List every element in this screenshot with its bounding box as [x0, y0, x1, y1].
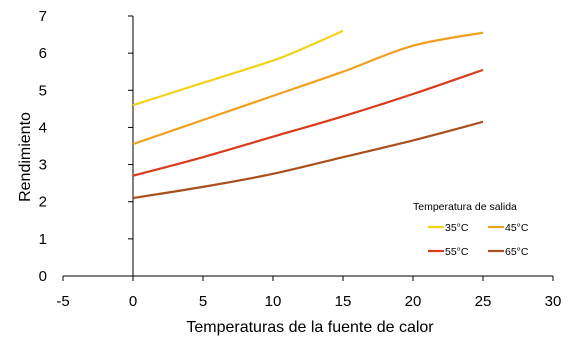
y-tick-label: 5 [39, 82, 47, 99]
y-tick-label: 1 [39, 231, 47, 248]
series-line-65C [132, 120, 484, 200]
y-tick-label: 6 [39, 45, 47, 62]
x-tick-label: -5 [56, 293, 69, 310]
series-line-45C [132, 31, 484, 146]
legend-title: Temperatura de salida [413, 201, 517, 213]
series-group [132, 29, 484, 200]
x-tick-label: 20 [405, 293, 422, 310]
legend-entry-label: 65°C [505, 246, 529, 258]
x-tick-group: -5 0 5 10 15 20 25 30 [56, 276, 561, 310]
x-tick-label: 10 [265, 293, 282, 310]
x-tick-label: 5 [199, 293, 207, 310]
x-tick-label: 15 [335, 293, 352, 310]
y-tick-group: 0 1 2 3 4 5 6 7 [39, 8, 133, 285]
y-tick-label: 3 [39, 157, 47, 174]
series-line-35C [132, 29, 344, 107]
legend: Temperatura de salida 35°C 45°C 55°C 65°C [413, 201, 529, 258]
x-axis-title: Temperaturas de la fuente de calor [186, 319, 434, 336]
x-tick-label: 30 [545, 293, 562, 310]
legend-entry-label: 55°C [445, 246, 469, 258]
y-axis-title: Rendimiento [17, 112, 34, 202]
y-tick-label: 7 [39, 8, 47, 25]
legend-entry-label: 35°C [445, 222, 469, 234]
x-tick-label: 25 [475, 293, 492, 310]
axes [63, 16, 553, 277]
x-tick-label: 0 [129, 293, 137, 310]
series-line-55C [132, 68, 484, 177]
y-tick-label: 0 [39, 268, 47, 285]
legend-entry-label: 45°C [505, 222, 529, 234]
y-tick-label: 2 [39, 194, 47, 211]
y-tick-label: 4 [39, 119, 47, 136]
